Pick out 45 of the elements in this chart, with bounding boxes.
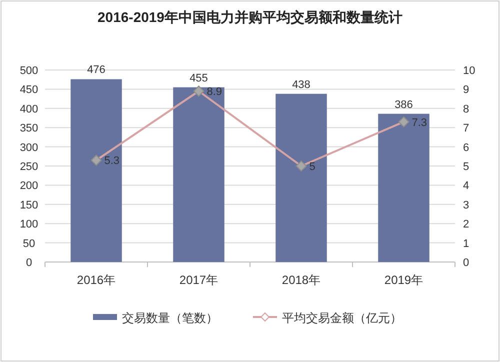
y-tick-label: 500 <box>20 65 38 77</box>
y2-tick-label: 1 <box>463 238 470 250</box>
data-label: 5 <box>309 161 316 173</box>
data-label: 5.3 <box>104 155 120 168</box>
y2-tick-label: 6 <box>463 142 470 154</box>
bar <box>378 114 430 262</box>
y-tick-label: 300 <box>20 142 38 154</box>
data-label: 8.9 <box>206 86 222 98</box>
y2-tick-label: 5 <box>463 161 470 173</box>
data-label: 7.3 <box>412 116 428 129</box>
x-tick-label: 2019年 <box>384 273 424 287</box>
y2-tick-label: 7 <box>463 122 470 135</box>
bar <box>173 87 224 262</box>
bar <box>70 79 122 262</box>
x-tick-label: 2018年 <box>282 273 321 287</box>
chart-title: 2016-2019年中国电力并购平均交易额和数量统计 <box>98 9 402 25</box>
data-label: 455 <box>190 72 208 84</box>
data-label: 438 <box>292 78 310 91</box>
y-tick-label: 200 <box>20 180 38 192</box>
y2-tick-label: 0 <box>463 257 470 269</box>
x-tick-label: 2017年 <box>179 273 218 287</box>
y2-tick-label: 2 <box>463 218 470 231</box>
y-tick-label: 0 <box>26 257 32 269</box>
point <box>398 116 410 128</box>
y-tick-label: 150 <box>20 199 38 212</box>
y-tick-label: 50 <box>22 238 36 250</box>
legend-label: 交易数量（笔数） <box>122 311 218 325</box>
point <box>296 160 307 172</box>
point <box>193 86 204 97</box>
y2-tick-label: 3 <box>463 199 470 212</box>
data-label: 386 <box>394 98 413 111</box>
y-tick-label: 350 <box>20 122 38 135</box>
y-tick-label: 100 <box>20 218 38 231</box>
y2-tick-label: 4 <box>463 180 470 192</box>
x-tick-label: 2016年 <box>76 273 116 287</box>
point <box>90 154 102 166</box>
bar <box>276 94 327 262</box>
y2-tick-label: 9 <box>463 84 470 96</box>
legend-label: 平均交易金额（亿元） <box>282 311 402 325</box>
y2-tick-label: 8 <box>463 103 470 116</box>
y2-tick-label: 10 <box>463 65 476 77</box>
data-label: 476 <box>87 64 106 76</box>
y-tick-label: 450 <box>20 84 38 96</box>
y-tick-label: 250 <box>20 161 38 173</box>
y-tick-label: 400 <box>20 103 38 116</box>
